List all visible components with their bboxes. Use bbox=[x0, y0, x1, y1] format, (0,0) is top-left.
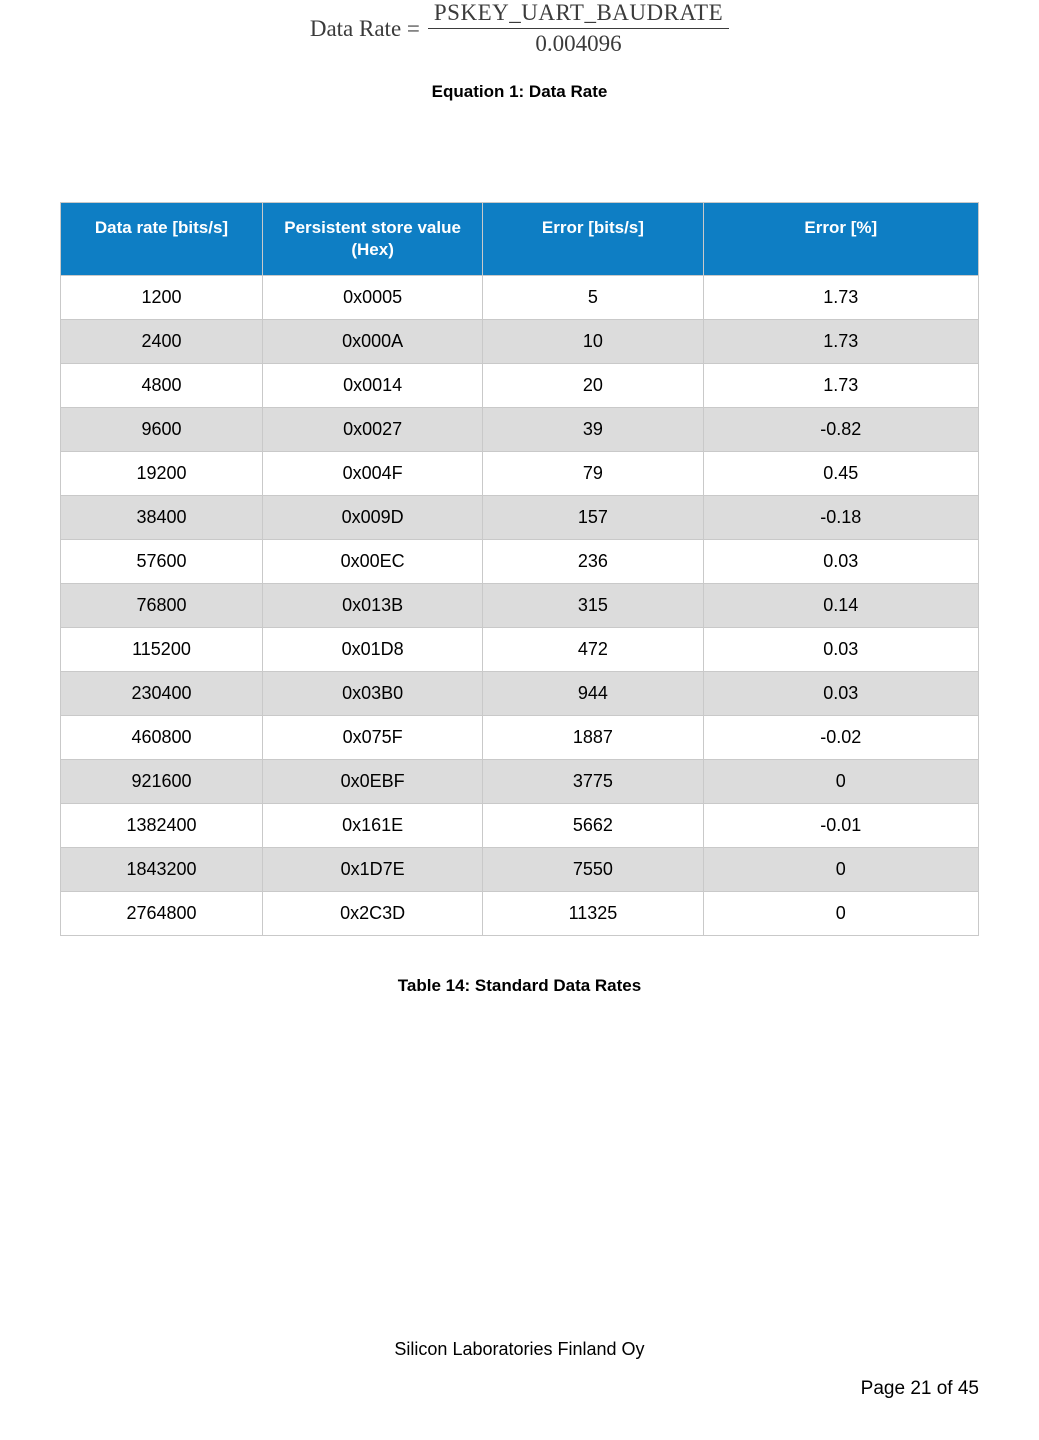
equation-denominator: 0.004096 bbox=[535, 29, 621, 57]
table-cell: 460800 bbox=[61, 716, 263, 760]
table-cell: 236 bbox=[483, 540, 703, 584]
table-cell: 0.45 bbox=[703, 452, 978, 496]
table-cell: 79 bbox=[483, 452, 703, 496]
table-cell: 0x00EC bbox=[262, 540, 482, 584]
table-cell: 1843200 bbox=[61, 848, 263, 892]
table-cell: 57600 bbox=[61, 540, 263, 584]
table-cell: 0.03 bbox=[703, 540, 978, 584]
table-cell: 20 bbox=[483, 364, 703, 408]
table-cell: 39 bbox=[483, 408, 703, 452]
table-cell: 0x161E bbox=[262, 804, 482, 848]
table-cell: 0 bbox=[703, 848, 978, 892]
equation-numerator: PSKEY_UART_BAUDRATE bbox=[428, 0, 729, 28]
table-cell: 1382400 bbox=[61, 804, 263, 848]
col-header: Data rate [bits/s] bbox=[61, 202, 263, 275]
table-cell: 0x03B0 bbox=[262, 672, 482, 716]
table-row: 96000x002739-0.82 bbox=[61, 408, 979, 452]
table-cell: 0x01D8 bbox=[262, 628, 482, 672]
table-cell: 472 bbox=[483, 628, 703, 672]
equation-fraction: PSKEY_UART_BAUDRATE 0.004096 bbox=[428, 0, 729, 58]
table-cell: 5 bbox=[483, 276, 703, 320]
table-caption: Table 14: Standard Data Rates bbox=[60, 976, 979, 996]
table-cell: 10 bbox=[483, 320, 703, 364]
footer-company: Silicon Laboratories Finland Oy bbox=[60, 1339, 979, 1360]
table-row: 9216000x0EBF37750 bbox=[61, 760, 979, 804]
document-page: Data Rate = PSKEY_UART_BAUDRATE 0.004096… bbox=[0, 0, 1039, 1440]
table-row: 27648000x2C3D113250 bbox=[61, 892, 979, 936]
table-head: Data rate [bits/s] Persistent store valu… bbox=[61, 202, 979, 275]
equation-lhs: Data Rate = bbox=[310, 16, 420, 42]
table-cell: 4800 bbox=[61, 364, 263, 408]
table-cell: 944 bbox=[483, 672, 703, 716]
table-cell: 0x013B bbox=[262, 584, 482, 628]
table-cell: 0 bbox=[703, 892, 978, 936]
table-cell: 0x0014 bbox=[262, 364, 482, 408]
table-cell: 5662 bbox=[483, 804, 703, 848]
spacer bbox=[60, 102, 979, 202]
table-row: 48000x0014201.73 bbox=[61, 364, 979, 408]
table-cell: -0.01 bbox=[703, 804, 978, 848]
table-cell: 1887 bbox=[483, 716, 703, 760]
table-row: 384000x009D157-0.18 bbox=[61, 496, 979, 540]
table-cell: 157 bbox=[483, 496, 703, 540]
table-cell: 0 bbox=[703, 760, 978, 804]
table-cell: 38400 bbox=[61, 496, 263, 540]
table-cell: 1.73 bbox=[703, 320, 978, 364]
table-row: 2304000x03B09440.03 bbox=[61, 672, 979, 716]
table-cell: 0x0EBF bbox=[262, 760, 482, 804]
equation: Data Rate = PSKEY_UART_BAUDRATE 0.004096 bbox=[310, 0, 729, 58]
table-cell: -0.02 bbox=[703, 716, 978, 760]
table-cell: 3775 bbox=[483, 760, 703, 804]
table-cell: 1200 bbox=[61, 276, 263, 320]
table-cell: 76800 bbox=[61, 584, 263, 628]
table-cell: 1.73 bbox=[703, 364, 978, 408]
table-cell: 0x000A bbox=[262, 320, 482, 364]
table-cell: 230400 bbox=[61, 672, 263, 716]
table-row: 1152000x01D84720.03 bbox=[61, 628, 979, 672]
table-cell: 11325 bbox=[483, 892, 703, 936]
col-header-line1: Persistent store value bbox=[284, 218, 461, 237]
table-row: 24000x000A101.73 bbox=[61, 320, 979, 364]
table-cell: 0.03 bbox=[703, 672, 978, 716]
table-cell: 2764800 bbox=[61, 892, 263, 936]
equation-block: Data Rate = PSKEY_UART_BAUDRATE 0.004096… bbox=[60, 0, 979, 102]
col-header-line2: (Hex) bbox=[351, 240, 394, 259]
table-row: 4608000x075F1887-0.02 bbox=[61, 716, 979, 760]
table-cell: -0.18 bbox=[703, 496, 978, 540]
table-cell: -0.82 bbox=[703, 408, 978, 452]
table-body: 12000x000551.7324000x000A101.7348000x001… bbox=[61, 276, 979, 936]
table-cell: 9600 bbox=[61, 408, 263, 452]
col-header: Error [bits/s] bbox=[483, 202, 703, 275]
table-row: 12000x000551.73 bbox=[61, 276, 979, 320]
table-cell: 315 bbox=[483, 584, 703, 628]
table-cell: 921600 bbox=[61, 760, 263, 804]
page-footer: Silicon Laboratories Finland Oy Page 21 … bbox=[60, 1339, 979, 1400]
table-cell: 0.14 bbox=[703, 584, 978, 628]
table-cell: 0x1D7E bbox=[262, 848, 482, 892]
table-cell: 1.73 bbox=[703, 276, 978, 320]
table-row: 576000x00EC2360.03 bbox=[61, 540, 979, 584]
table-cell: 2400 bbox=[61, 320, 263, 364]
data-rate-table: Data rate [bits/s] Persistent store valu… bbox=[60, 202, 979, 936]
table-cell: 115200 bbox=[61, 628, 263, 672]
col-header: Persistent store value (Hex) bbox=[262, 202, 482, 275]
table-cell: 0x0027 bbox=[262, 408, 482, 452]
table-row: 13824000x161E5662-0.01 bbox=[61, 804, 979, 848]
equation-caption: Equation 1: Data Rate bbox=[60, 82, 979, 102]
table-cell: 0x009D bbox=[262, 496, 482, 540]
table-cell: 19200 bbox=[61, 452, 263, 496]
table-cell: 0x004F bbox=[262, 452, 482, 496]
table-row: 18432000x1D7E75500 bbox=[61, 848, 979, 892]
table-cell: 0x075F bbox=[262, 716, 482, 760]
table-row: 768000x013B3150.14 bbox=[61, 584, 979, 628]
table-cell: 7550 bbox=[483, 848, 703, 892]
table-cell: 0.03 bbox=[703, 628, 978, 672]
table-row: 192000x004F790.45 bbox=[61, 452, 979, 496]
col-header: Error [%] bbox=[703, 202, 978, 275]
table-cell: 0x2C3D bbox=[262, 892, 482, 936]
footer-page-number: Page 21 of 45 bbox=[60, 1378, 979, 1400]
table-cell: 0x0005 bbox=[262, 276, 482, 320]
